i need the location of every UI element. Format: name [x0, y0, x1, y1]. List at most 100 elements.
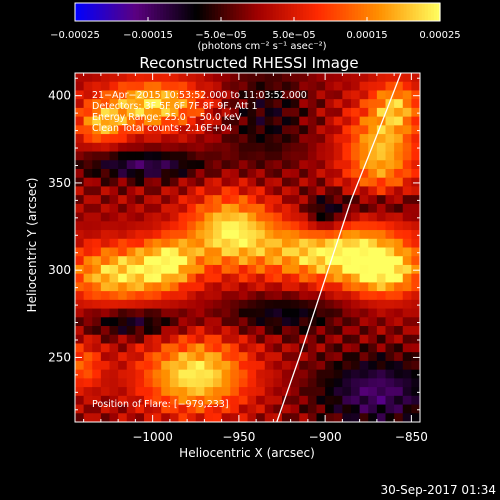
heatmap-cell: [92, 125, 102, 135]
heatmap-cell: [273, 387, 283, 397]
heatmap-cell: [333, 125, 343, 135]
heatmap-cell: [299, 81, 309, 91]
heatmap-cell: [351, 230, 361, 240]
heatmap-cell: [342, 308, 352, 318]
heatmap-cell: [273, 334, 283, 344]
heatmap-cell: [359, 404, 369, 414]
heatmap-cell: [351, 195, 361, 205]
heatmap-cell: [221, 168, 231, 179]
heatmap-cell: [411, 168, 420, 179]
colorbar-segment: [81, 3, 85, 21]
colorbar-segment: [354, 3, 359, 21]
heatmap-cell: [359, 308, 369, 318]
heatmap-cell: [230, 352, 240, 362]
heatmap-cell: [178, 343, 188, 353]
heatmap-cell: [169, 238, 179, 248]
heatmap-cell: [385, 81, 395, 91]
heatmap-cell: [376, 334, 386, 344]
heatmap-cell: [195, 168, 205, 179]
heatmap-cell: [213, 107, 223, 118]
heatmap-cell: [161, 282, 171, 292]
heatmap-cell: [144, 378, 154, 388]
heatmap-cell: [230, 151, 240, 161]
heatmap-cell: [83, 247, 93, 257]
heatmap-cell: [264, 73, 274, 83]
heatmap-cell: [221, 177, 231, 187]
heatmap-cell: [316, 238, 326, 248]
heatmap-cell: [359, 291, 369, 301]
colorbar-segment: [257, 3, 262, 21]
heatmap-cell: [109, 291, 119, 301]
heatmap-cell: [402, 151, 412, 161]
heatmap-cell: [144, 116, 154, 126]
heatmap-cell: [351, 273, 361, 283]
heatmap-cell: [342, 168, 352, 179]
heatmap-cell: [264, 395, 274, 406]
heatmap-cell: [135, 230, 145, 240]
heatmap-cell: [238, 160, 248, 170]
heatmap-cell: [221, 99, 231, 109]
heatmap-cell: [213, 299, 223, 310]
heatmap-cell: [264, 90, 274, 100]
heatmap-cell: [83, 395, 93, 406]
heatmap-cell: [402, 221, 412, 231]
heatmap-cell: [100, 90, 110, 100]
heatmap-cell: [256, 195, 266, 205]
heatmap-cell: [83, 299, 93, 310]
colorbar-segment: [290, 3, 295, 21]
heatmap-cell: [342, 116, 352, 126]
colorbar-ticks: −0.00025 −0.00015 −5.0e−05 5.0e−05 0.00015 0.…: [50, 17, 461, 41]
colorbar-segment: [154, 3, 158, 21]
heatmap-cell: [169, 326, 179, 336]
heatmap-cell: [299, 273, 309, 283]
heatmap-cell: [368, 168, 378, 179]
heatmap-cell: [307, 413, 317, 422]
heatmap-cell: [221, 151, 231, 161]
heatmap-cell: [187, 326, 197, 336]
heatmap-cell: [325, 73, 335, 83]
heatmap-cell: [411, 308, 420, 318]
heatmap-cell: [144, 326, 154, 336]
heatmap-cell: [135, 317, 145, 327]
colorbar-segment: [294, 3, 298, 21]
heatmap-cell: [152, 334, 162, 344]
heatmap-cell: [316, 90, 326, 100]
heatmap-cell: [230, 369, 240, 379]
heatmap-cell: [109, 299, 119, 310]
heatmap-cell: [264, 238, 274, 248]
heatmap-cell: [273, 203, 283, 214]
heatmap-cell: [325, 107, 335, 118]
heatmap-cell: [316, 273, 326, 283]
heatmap-cell: [195, 387, 205, 397]
heatmap-cell: [307, 378, 317, 388]
heatmap-cell: [376, 264, 386, 275]
heatmap-cell: [256, 343, 266, 353]
heatmap-cell: [135, 99, 145, 109]
heatmap-cell: [195, 195, 205, 205]
heatmap-cell: [316, 317, 326, 327]
heatmap-cell: [135, 273, 145, 283]
heatmap-cell: [299, 378, 309, 388]
heatmap-cell: [264, 299, 274, 310]
heatmap-cell: [161, 299, 171, 310]
heatmap-cell: [299, 360, 309, 371]
heatmap-cell: [144, 264, 154, 275]
heatmap-cell: [187, 369, 197, 379]
heatmap-cell: [411, 387, 420, 397]
heatmap-cell: [144, 134, 154, 144]
heatmap-cell: [178, 404, 188, 414]
heatmap-cell: [402, 299, 412, 310]
heatmap-cell: [152, 378, 162, 388]
heatmap-cell: [187, 116, 197, 126]
heatmap-cell: [342, 282, 352, 292]
heatmap-cell: [195, 90, 205, 100]
heatmap-cell: [100, 256, 110, 266]
heatmap-cell: [307, 256, 317, 266]
heatmap-cell: [238, 308, 248, 318]
heatmap-cell: [282, 151, 292, 161]
heatmap-cell: [230, 125, 240, 135]
heatmap-cell: [351, 404, 361, 414]
heatmap-cell: [109, 73, 119, 83]
heatmap-cell: [411, 151, 420, 161]
heatmap-cell: [299, 151, 309, 161]
